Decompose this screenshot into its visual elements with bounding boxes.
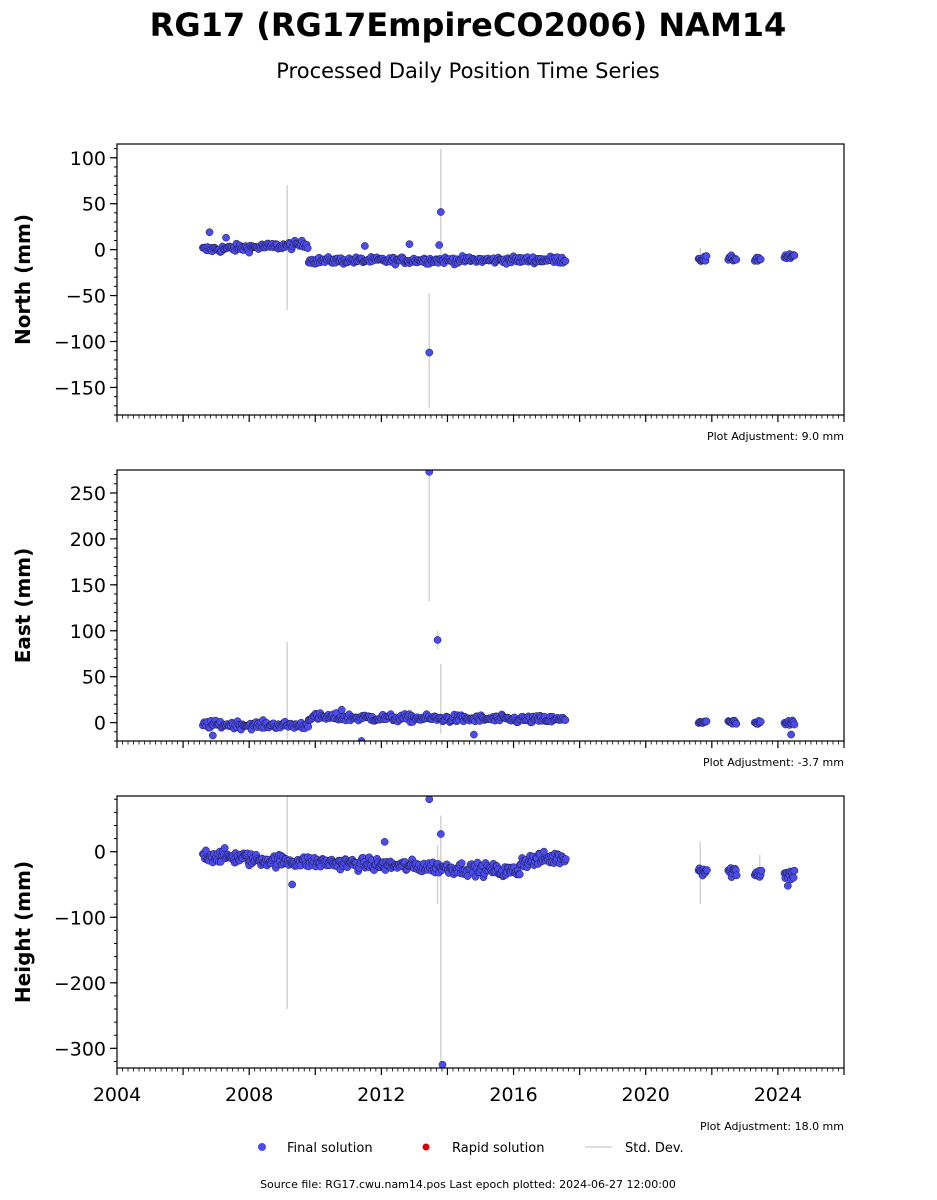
data-point: [202, 846, 210, 855]
data-point: [425, 796, 434, 804]
data-point: [561, 855, 570, 863]
data-point: [756, 255, 765, 264]
data-point: [757, 866, 766, 875]
panel-1: 250 200 150 100 50 0 East (mm) Plot Adjustment:…: [11, 469, 845, 769]
data-point: [360, 242, 369, 250]
x-axis-tick-labels: 2004 2008 2012 2016 2020 2024: [93, 1084, 802, 1106]
chart-subtitle: Processed Daily Position Time Series: [276, 59, 660, 83]
plot-area-2: [199, 796, 799, 1068]
legend: Final solution Rapid solution Std. Dev.: [258, 1141, 684, 1156]
y-tick-label: −100: [54, 907, 106, 929]
plot-adjustment-label: Plot Adjustment: -3.7 mm: [703, 756, 844, 769]
data-point: [732, 871, 741, 880]
data-point: [380, 838, 389, 846]
y-axis-label: East (mm): [11, 548, 35, 664]
y-tick-label: 0: [94, 842, 106, 864]
data-point: [790, 251, 799, 260]
data-point: [304, 722, 313, 731]
data-point: [438, 1060, 447, 1068]
x-tick-label: 2024: [754, 1084, 802, 1106]
data-point: [425, 348, 434, 357]
chart-title: RG17 (RG17EmpireCO2006) NAM14: [150, 6, 787, 44]
data-point: [470, 730, 478, 739]
panels: 100 50 0 −50 −100 −150 North (mm) Plot Adjustme…: [11, 143, 845, 1133]
panel-frame: [116, 795, 845, 1069]
data-point: [702, 717, 711, 726]
data-point: [303, 244, 312, 252]
data-point: [515, 870, 524, 879]
data-point: [756, 717, 765, 726]
plot-area-0: [199, 148, 799, 408]
y-tick-label: 0: [94, 240, 106, 262]
data-point: [433, 636, 442, 644]
y-tick-label: −100: [54, 332, 106, 354]
data-point: [703, 866, 711, 874]
data-point: [436, 208, 445, 216]
data-point: [288, 880, 296, 889]
data-point: [783, 881, 792, 890]
data-point: [732, 255, 741, 264]
plot-area-1: [199, 470, 799, 741]
data-point: [561, 716, 570, 724]
data-point: [561, 257, 570, 265]
data-point: [435, 241, 444, 249]
data-point: [702, 252, 711, 260]
x-tick-label: 2012: [357, 1084, 405, 1106]
data-point: [222, 233, 230, 242]
data-point: [457, 859, 466, 867]
y-tick-label: 250: [70, 483, 106, 505]
y-axis-label: Height (mm): [11, 861, 35, 1003]
legend-stddev-label: Std. Dev.: [625, 1141, 684, 1156]
data-point: [787, 730, 795, 739]
x-tick-label: 2020: [622, 1084, 670, 1106]
source-footer: Source file: RG17.cwu.nam14.pos Last epo…: [260, 1178, 676, 1191]
data-point: [337, 705, 346, 714]
data-point: [790, 720, 799, 729]
plot-adjustment-label: Plot Adjustment: 9.0 mm: [707, 430, 844, 443]
y-tick-label: 100: [70, 148, 106, 170]
data-point: [425, 470, 434, 476]
data-point: [357, 737, 366, 741]
y-tick-label: −150: [54, 377, 106, 399]
y-tick-label: −200: [54, 973, 106, 995]
y-tick-label: 100: [70, 621, 106, 643]
data-point: [208, 731, 217, 740]
data-point: [789, 873, 798, 882]
legend-rapid-label: Rapid solution: [452, 1141, 544, 1156]
data-point: [540, 847, 548, 856]
y-tick-label: 150: [70, 575, 106, 597]
data-point: [436, 830, 445, 838]
panel-0: 100 50 0 −50 −100 −150 North (mm) Plot Adjustme…: [11, 143, 845, 443]
data-point: [220, 844, 229, 852]
panel-2: 0 −100 −200 −300 Height (mm) Plot Adjustment:…: [11, 795, 845, 1133]
data-point: [732, 719, 741, 728]
data-point: [205, 228, 214, 237]
data-point: [405, 240, 414, 248]
y-tick-label: 50: [82, 194, 106, 216]
y-tick-label: −300: [54, 1038, 106, 1060]
legend-final-label: Final solution: [287, 1141, 373, 1156]
y-tick-label: 50: [82, 667, 106, 689]
panel-frame: [116, 469, 845, 742]
plot-adjustment-label: Plot Adjustment: 18.0 mm: [700, 1120, 844, 1133]
x-tick-label: 2008: [225, 1084, 273, 1106]
legend-rapid-marker: [422, 1143, 430, 1151]
legend-final-marker: [258, 1143, 266, 1151]
y-tick-label: −50: [66, 286, 106, 308]
y-axis-label: North (mm): [11, 214, 35, 345]
panel-frame: [116, 143, 845, 416]
y-tick-label: 0: [94, 713, 106, 735]
data-point: [790, 866, 799, 875]
x-tick-label: 2004: [93, 1084, 141, 1106]
y-tick-label: 200: [70, 529, 106, 551]
x-tick-label: 2016: [489, 1084, 537, 1106]
